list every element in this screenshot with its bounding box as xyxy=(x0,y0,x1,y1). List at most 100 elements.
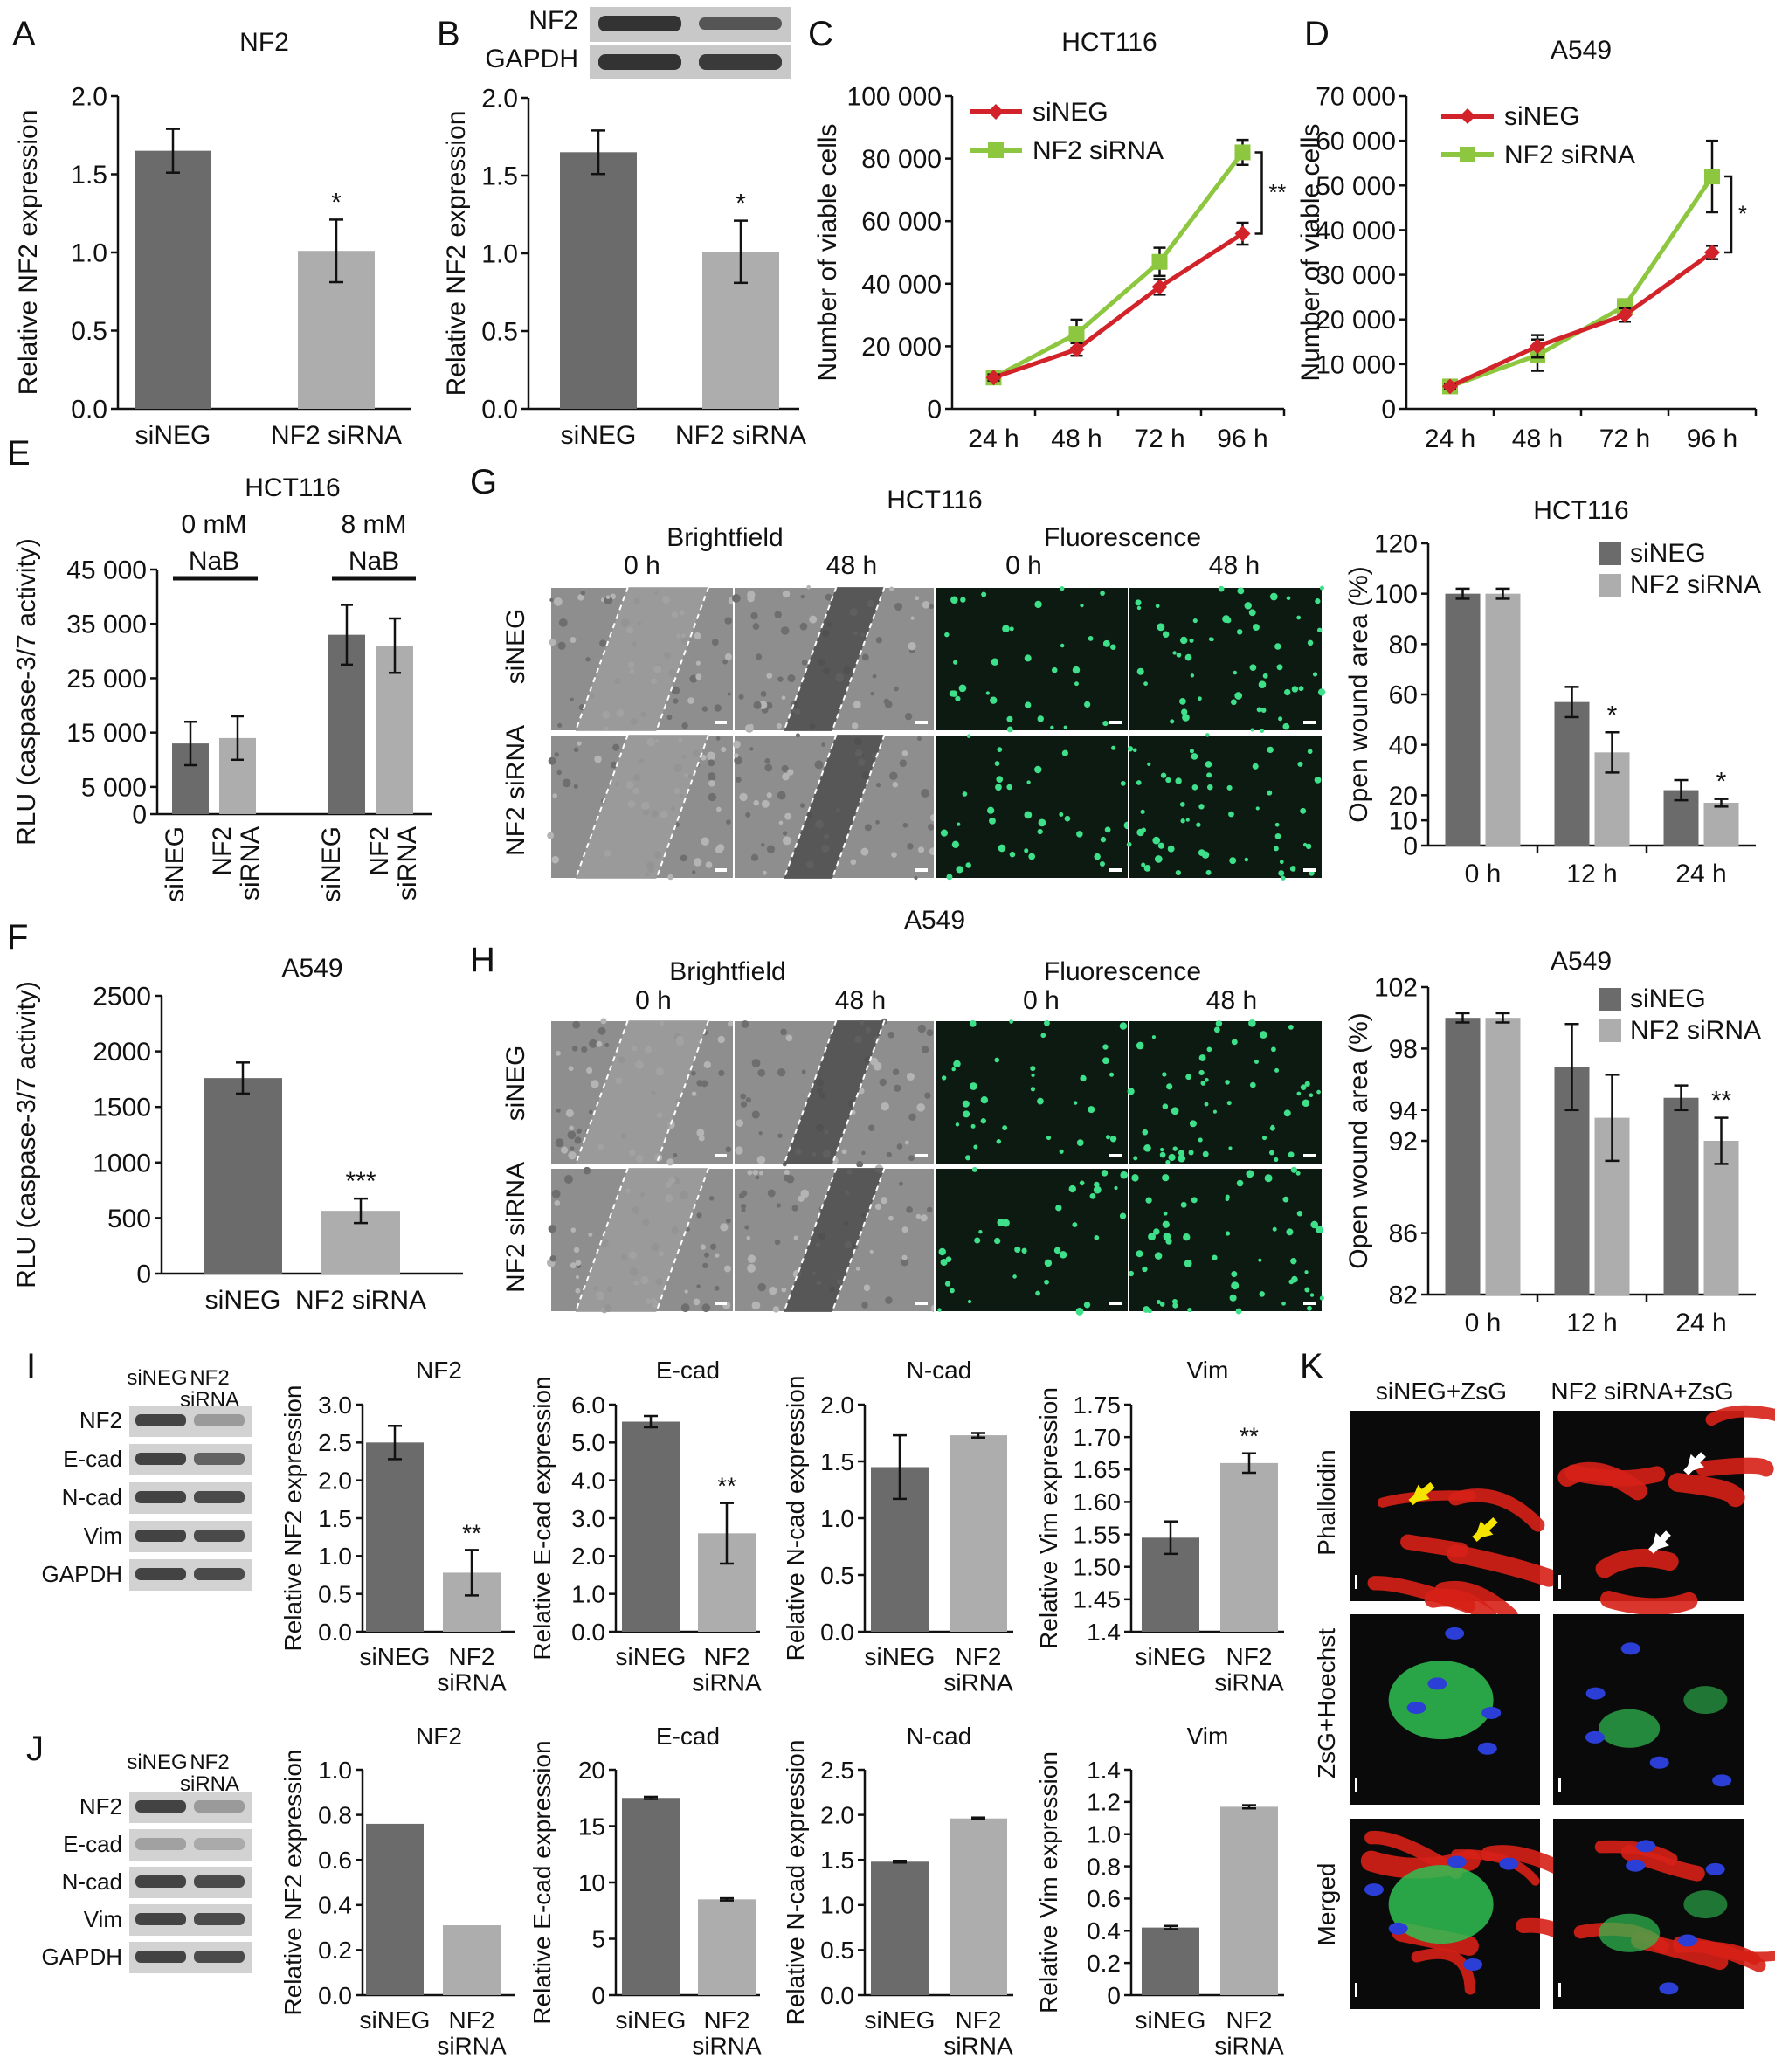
fluorescent-cell xyxy=(1213,1026,1220,1033)
x-tick-label-line: NF2 xyxy=(1226,1643,1273,1670)
fluorescent-cell xyxy=(1304,1270,1309,1274)
zsg-cell xyxy=(1388,1865,1494,1944)
fluorescent-cell xyxy=(1120,780,1126,786)
chart-e: 05 000 15 000 25 000 35 000 45 000 RLU (caspa… xyxy=(12,538,432,902)
data-point xyxy=(1068,341,1085,357)
significance-label-line: *** xyxy=(345,1167,376,1196)
nucleus xyxy=(1364,1883,1384,1896)
y-tick-label: 10 000 xyxy=(1316,350,1396,379)
fluorescent-cell xyxy=(1208,637,1213,641)
wound-edge xyxy=(574,1019,629,1165)
significance-label: ** xyxy=(1240,1423,1259,1450)
significance-label-line: ** xyxy=(1240,1423,1259,1450)
fluorescent-cell xyxy=(1088,636,1094,641)
fluorescent-cell xyxy=(1100,591,1105,597)
fluorescent-cell xyxy=(1267,746,1274,754)
k-col-nf2-sirna-zsg: NF2 siRNA+ZsG xyxy=(1551,1378,1733,1405)
fluorescence-image xyxy=(1128,1167,1323,1313)
cell-speck xyxy=(777,676,784,682)
wound-area xyxy=(784,735,885,879)
fluorescent-cell xyxy=(1281,875,1286,881)
cell-speck xyxy=(583,1166,591,1175)
fluorescent-cell xyxy=(1248,1019,1256,1027)
fluorescent-cell xyxy=(1072,666,1081,674)
cell-speck xyxy=(888,1031,895,1039)
wound-area xyxy=(575,735,709,879)
fluorescent-cell xyxy=(1101,1170,1109,1177)
cell-speck xyxy=(591,1080,599,1088)
cell-speck xyxy=(739,792,748,802)
fluorescent-cell xyxy=(1231,1039,1238,1046)
wound-area xyxy=(575,587,709,731)
actin-filament xyxy=(1620,1844,1705,1882)
y-tick-label-line: 0.0 xyxy=(318,1619,352,1646)
fluorescent-cell xyxy=(1076,831,1083,838)
fluorescent-cell xyxy=(990,696,998,704)
x-tick-label: siNEG xyxy=(561,421,637,450)
y-tick-label-line: 2.5 xyxy=(318,1429,352,1456)
y-tick-label: 20 xyxy=(578,1757,605,1784)
blot-band xyxy=(135,1875,186,1888)
actin-filament xyxy=(1400,1534,1468,1558)
fluorescent-cell xyxy=(1200,1081,1206,1086)
cell-speck xyxy=(717,1035,725,1044)
x-tick-label-line: NF2 siRNA xyxy=(271,421,402,450)
x-tick-label: NF2 siRNA xyxy=(943,1643,1013,1696)
y-tick-label: 2.5 xyxy=(318,1429,352,1456)
x-tick-label-line: NF2 xyxy=(208,826,237,876)
cell-speck xyxy=(858,1088,865,1095)
significance-label: * xyxy=(736,190,746,218)
chart-title-line: NF2 xyxy=(416,1723,462,1750)
fluorescent-cell xyxy=(969,1082,977,1090)
y-tick-label: 1.60 xyxy=(1074,1488,1122,1516)
cell-speck xyxy=(780,1028,787,1036)
chart-title-line: E-cad xyxy=(656,1723,720,1750)
fluorescent-cell xyxy=(1244,857,1249,862)
fluorescent-cell xyxy=(966,734,971,738)
fluorescent-cell xyxy=(1286,596,1291,601)
significance-label-line: ** xyxy=(717,1473,736,1500)
y-tick-label: 1.65 xyxy=(1074,1456,1122,1483)
data-point xyxy=(1068,326,1085,342)
nucleus xyxy=(1649,1756,1669,1769)
y-axis-label: Relative N-cad expression xyxy=(782,1376,809,1661)
y-tick-label: 25 000 xyxy=(66,665,147,694)
x-tick-label: 0 h xyxy=(1465,860,1502,888)
chart-i3: 0.0 0.5 1.0 1.5 2.0 Relative N-cad expression… xyxy=(782,1357,1013,1696)
legend-label-line: NF2 siRNA xyxy=(1630,570,1761,599)
fluorescent-cell xyxy=(1244,602,1252,610)
fluorescent-cell xyxy=(1088,1106,1095,1114)
cell-speck xyxy=(861,653,869,661)
fluorescent-cell xyxy=(1061,749,1068,756)
x-tick-label-line: siNEG xyxy=(360,2006,431,2034)
x-tick-label-line: NF2 xyxy=(956,1643,1002,1670)
cell-speck xyxy=(557,722,563,728)
nucleus xyxy=(1636,1840,1656,1853)
fluorescent-cell xyxy=(1034,765,1042,774)
y-tick-label-line: 1.65 xyxy=(1074,1456,1122,1483)
x-tick-label: siRNA xyxy=(236,826,265,901)
fluorescent-cell xyxy=(959,687,963,692)
y-tick-label: 0 xyxy=(927,396,942,425)
g-time-3: 48 h xyxy=(1209,551,1260,580)
y-tick-label-line: 60 000 xyxy=(1316,128,1396,156)
cell-speck xyxy=(752,623,760,631)
bar xyxy=(950,1435,1007,1632)
fluorescent-cell xyxy=(1316,627,1323,633)
fluorescent-cell xyxy=(1180,636,1188,645)
cell-speck xyxy=(701,706,708,712)
cell-speck xyxy=(875,782,881,788)
y-axis-label: Relative E-cad expression xyxy=(528,1740,556,2024)
cell-speck xyxy=(791,1205,798,1212)
wound-edge xyxy=(655,1019,710,1165)
x-tick-label-line: siRNA xyxy=(437,1668,507,1696)
legend-label-line: siNEG xyxy=(1630,539,1706,568)
blot-band xyxy=(194,1800,245,1813)
fluorescent-cell xyxy=(1282,722,1290,730)
g-time-2: 0 h xyxy=(1005,551,1042,580)
y-axis-label-line: Relative NF2 expression xyxy=(442,111,471,397)
bar xyxy=(950,1818,1007,1995)
y-axis-label: Open wound area (%) xyxy=(1344,566,1373,823)
fluorescent-cell xyxy=(955,1122,960,1127)
legend-label-line: NF2 siRNA xyxy=(1630,1016,1761,1045)
